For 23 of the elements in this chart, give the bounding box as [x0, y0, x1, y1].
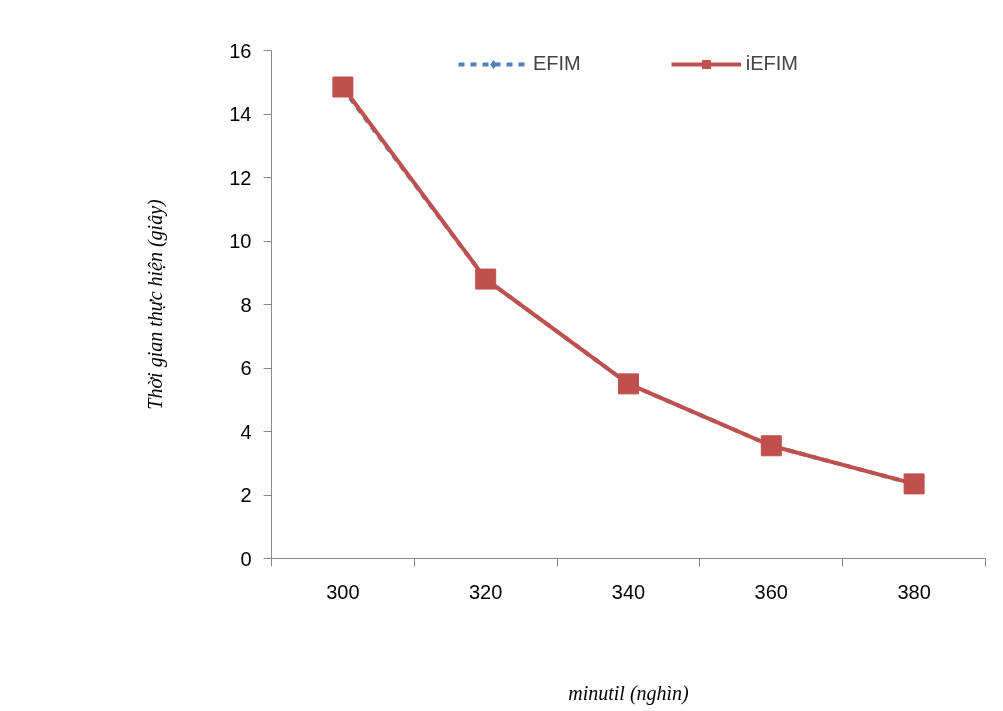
point [618, 373, 639, 395]
x-tick-label: 320 [469, 580, 503, 603]
x-axis-title: minutil (nghìn) [568, 681, 690, 705]
y-tick-label: 6 [240, 357, 252, 379]
y-tick-label: 12 [229, 166, 252, 189]
legend-label: iEFIM [745, 52, 798, 75]
y-tick-label: 16 [229, 39, 252, 62]
y-tick-label: 8 [240, 293, 252, 316]
point [475, 268, 497, 290]
y-tick-label: 10 [229, 230, 252, 252]
point [903, 473, 925, 495]
point [760, 435, 782, 457]
x-tick-label: 360 [754, 580, 788, 603]
legend-label: EFIM [533, 52, 581, 75]
x-tick-label: 380 [897, 580, 931, 603]
y-tick-label: 2 [240, 484, 252, 506]
y-tick-label: 14 [229, 103, 252, 125]
x-tick-label: 300 [326, 580, 360, 603]
point [332, 76, 354, 98]
y-tick-label: 0 [240, 547, 252, 570]
y-tick-label: 4 [240, 420, 252, 443]
x-tick-label: 340 [611, 580, 646, 603]
y-axis-title: Thời gian thực hiện (giây) [144, 198, 168, 410]
